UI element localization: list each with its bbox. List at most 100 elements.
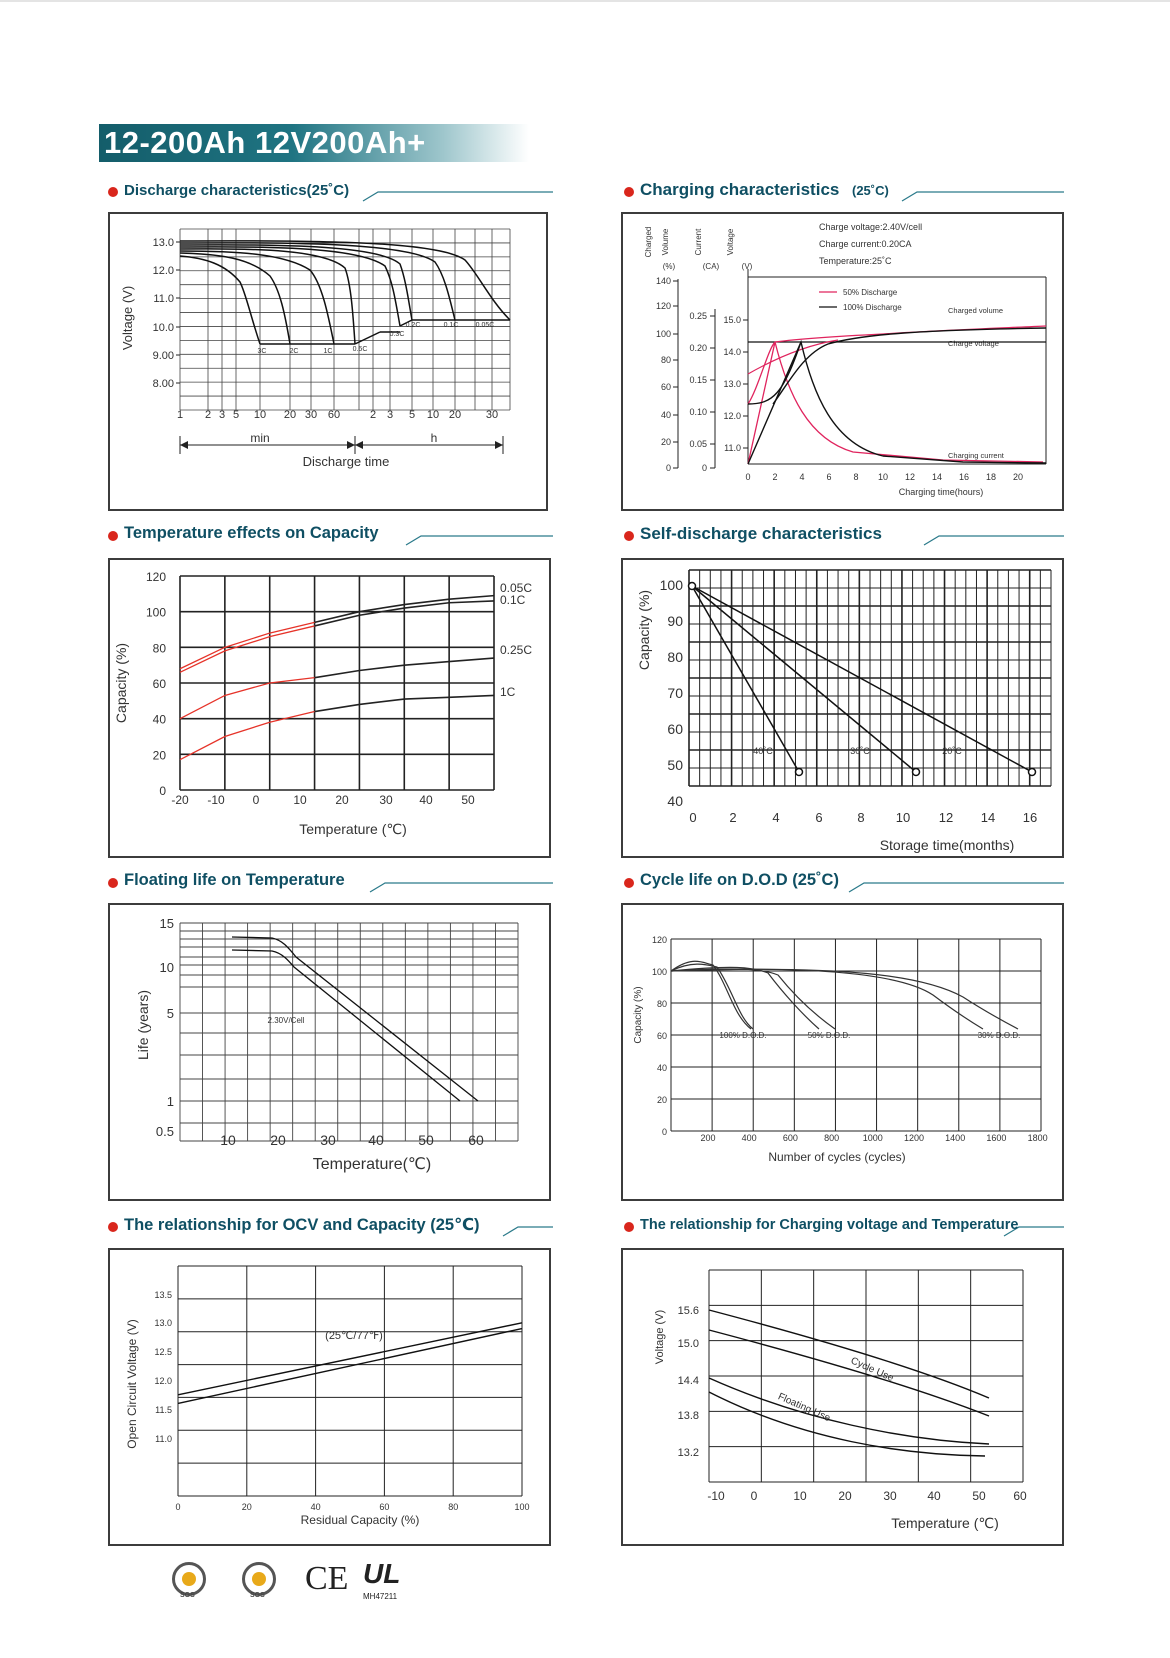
y-tick-label: 50 bbox=[667, 757, 683, 773]
capacity-tick: 0 bbox=[666, 463, 671, 473]
y-tick-label: 40 bbox=[657, 1063, 667, 1073]
x-tick-label: 16 bbox=[959, 472, 969, 482]
arrow-icon bbox=[347, 441, 355, 449]
y-axis-label: Open Circuit Voltage (V) bbox=[125, 1319, 139, 1448]
y-axis-label: Voltage (V) bbox=[120, 286, 135, 350]
series-label: 40˚C bbox=[753, 746, 773, 756]
capacity-tick: 100 bbox=[656, 329, 671, 339]
y-tick-label: 80 bbox=[153, 641, 167, 655]
curve-label: Charge voltage bbox=[948, 339, 999, 348]
certifications: SGS SGS CE UL MH47211 bbox=[170, 1558, 430, 1604]
voltage-tick: 15.0 bbox=[723, 315, 741, 325]
series-line-30-a bbox=[670, 968, 984, 1030]
current-tick: 0.15 bbox=[689, 375, 707, 385]
current-50 bbox=[747, 341, 1044, 465]
curve-label: Charging current bbox=[948, 451, 1005, 460]
bullet-icon bbox=[624, 531, 634, 541]
bullet-icon bbox=[624, 878, 634, 888]
panel-charge-temp: 15.6 15.0 14.4 13.8 13.2 -10 0 10 20 30 40 50 60 Volt… bbox=[621, 1248, 1064, 1546]
series-line-30-b bbox=[670, 968, 1019, 1030]
x-tick-label: 6 bbox=[815, 810, 822, 825]
x-tick-label: 10 bbox=[878, 472, 888, 482]
series-label: 2C bbox=[290, 348, 299, 355]
x-tick-label: 1000 bbox=[863, 1133, 883, 1143]
curve-label: Charged volume bbox=[948, 306, 1003, 315]
column-head: Current bbox=[694, 228, 703, 255]
x-tick-label: 50 bbox=[418, 1132, 434, 1148]
x-axis-label: Charging time(hours) bbox=[899, 487, 984, 497]
x-tick-label: 40 bbox=[311, 1502, 321, 1512]
x-tick-label: 10 bbox=[293, 793, 307, 807]
series-label: 100% D.O.D. bbox=[719, 1031, 766, 1040]
float-line-upper bbox=[708, 1377, 990, 1445]
x-tick-label: 800 bbox=[824, 1133, 839, 1143]
capacity-tick: 40 bbox=[661, 410, 671, 420]
series-label: 0.2C bbox=[406, 322, 421, 329]
y-tick-label: 100 bbox=[652, 967, 667, 977]
float-life-chart: 15 10 5 1 0.5 10 20 30 40 50 60 Life (years) Tempera… bbox=[135, 916, 519, 1173]
y-tick-label: 0.5 bbox=[156, 1124, 174, 1139]
series-line-0.1C-low bbox=[179, 625, 315, 673]
x-tick-label: 20 bbox=[1013, 472, 1023, 482]
temp-cap-chart: 120 100 80 60 40 20 0 -20 -10 0 10 20 30 40 50 Capacity… bbox=[113, 570, 532, 837]
y-tick-label: 120 bbox=[146, 570, 166, 584]
info-text: Charge voltage:2.40V/cell bbox=[819, 222, 922, 232]
y-tick-label: 80 bbox=[657, 999, 667, 1009]
series-line-1C-high bbox=[314, 694, 495, 713]
series-label: 30% D.O.D. bbox=[978, 1031, 1021, 1040]
x-tick-label: 60 bbox=[468, 1132, 484, 1148]
capacity-tick: 120 bbox=[656, 301, 671, 311]
series-label: 30˚C bbox=[850, 746, 870, 756]
x-tick-label: 40 bbox=[419, 793, 433, 807]
x-tick-label: 16 bbox=[1023, 810, 1037, 825]
y-tick-label: 13.5 bbox=[154, 1290, 172, 1300]
series-line-upper bbox=[231, 936, 479, 1102]
series-line-30˚C bbox=[691, 585, 917, 773]
ce-mark-icon: CE bbox=[305, 1560, 349, 1597]
x-tick-label: -10 bbox=[707, 1489, 725, 1503]
ocv-chart: 13.5 13.0 12.5 12.0 11.5 11.0 0 20 40 60 80 100 Open… bbox=[125, 1265, 530, 1527]
start-marker bbox=[687, 581, 697, 591]
arrow-icon bbox=[495, 441, 503, 449]
x-axis-label: Discharge time bbox=[303, 454, 390, 469]
x-tick-label: 30 bbox=[883, 1489, 897, 1503]
x-tick-label: 400 bbox=[742, 1133, 757, 1143]
x-tick-label: 0 bbox=[253, 793, 260, 807]
panel-ocv: 13.5 13.0 12.5 12.0 11.5 11.0 0 20 40 60 80 100 Open… bbox=[108, 1248, 551, 1546]
x-tick-label: 30 bbox=[305, 409, 317, 421]
info-text: Temperature:25˚C bbox=[819, 256, 892, 266]
y-tick-label: 15.6 bbox=[678, 1305, 699, 1317]
y-tick-label: 13.0 bbox=[154, 1318, 172, 1328]
section-self-dis: Self-discharge characteristics bbox=[624, 524, 1064, 550]
x-tick-label: 40 bbox=[368, 1132, 384, 1148]
x-tick-label: 0 bbox=[751, 1489, 758, 1503]
x-tick-label: 20 bbox=[270, 1132, 286, 1148]
end-marker bbox=[794, 767, 804, 777]
x-tick-label: 50 bbox=[461, 793, 475, 807]
x-tick-label: 0 bbox=[745, 472, 750, 482]
x-tick-label: 20 bbox=[449, 409, 461, 421]
y-tick-label: 9.00 bbox=[153, 350, 174, 362]
panel-float-life: 15 10 5 1 0.5 10 20 30 40 50 60 Life (years) Tempera… bbox=[108, 903, 551, 1201]
series-line-100-a bbox=[670, 960, 752, 1030]
y-tick-label: 100 bbox=[660, 577, 684, 593]
section-discharge: Discharge characteristics(25˚C) bbox=[108, 180, 553, 206]
unit-label: (V) bbox=[742, 262, 753, 271]
bullet-icon bbox=[108, 878, 118, 888]
x-tick-label: 1400 bbox=[945, 1133, 965, 1143]
x-axis-label: Temperature (℃) bbox=[299, 821, 407, 837]
series-line-upper bbox=[177, 1322, 523, 1396]
y-tick-label: 60 bbox=[657, 1031, 667, 1041]
x-tick-label: 200 bbox=[700, 1133, 715, 1143]
x-tick-label: 40 bbox=[927, 1489, 941, 1503]
x-tick-label: 4 bbox=[799, 472, 804, 482]
y-tick-label: 11.0 bbox=[155, 1434, 172, 1444]
y-tick-label: 100 bbox=[146, 606, 166, 620]
sgs-label: SGS bbox=[250, 1592, 265, 1599]
y-axis-label: Life (years) bbox=[135, 990, 151, 1060]
series-label: 0.3C bbox=[390, 331, 405, 338]
x-tick-label: 1 bbox=[177, 409, 183, 421]
x-tick-label: 80 bbox=[448, 1502, 458, 1512]
y-tick-label: 12.0 bbox=[154, 1376, 172, 1386]
x-tick-label: 600 bbox=[783, 1133, 798, 1143]
